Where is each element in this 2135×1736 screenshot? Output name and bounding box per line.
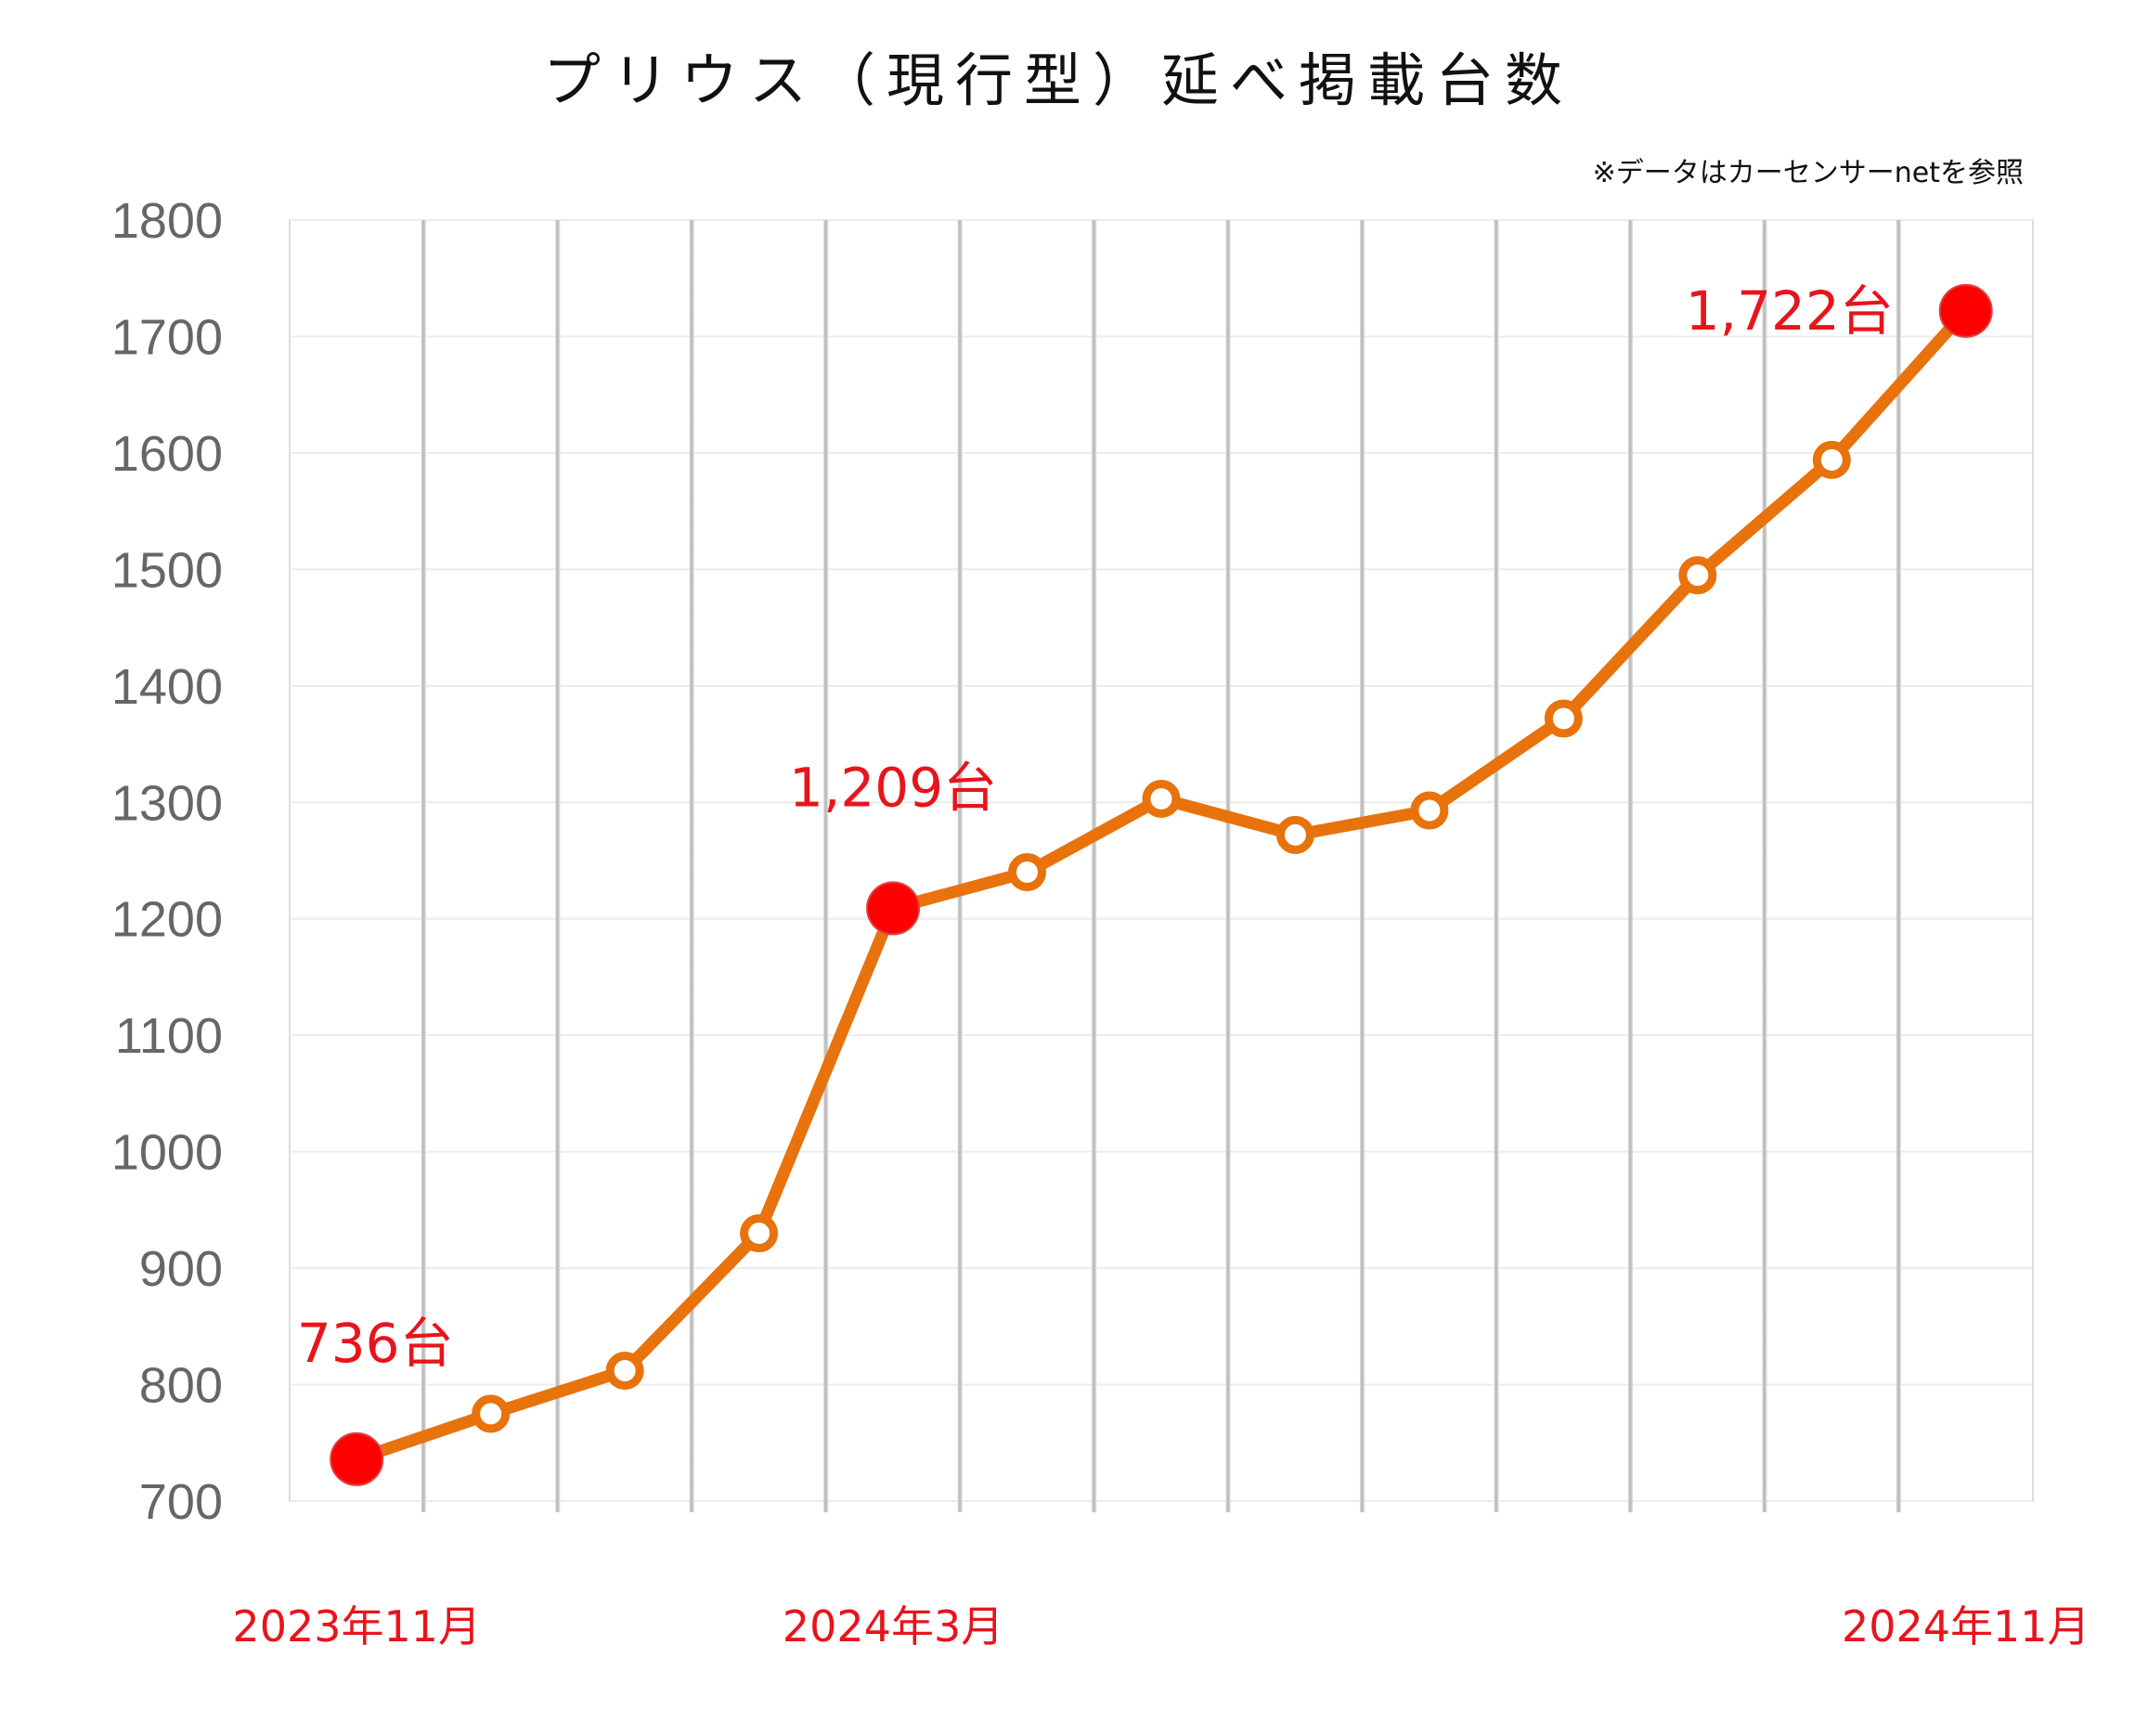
series-layer — [330, 283, 1993, 1486]
y-tick-label: 900 — [139, 1241, 223, 1297]
y-tick-label: 1300 — [111, 775, 223, 831]
y-tick-label: 1500 — [111, 542, 223, 598]
y-tick-label: 700 — [139, 1474, 223, 1530]
y-axis: 1800 1700 1600 1500 1400 1300 1200 1100 1000 900 8… — [111, 193, 223, 1530]
data-point — [1142, 780, 1181, 819]
highlight-point — [330, 1432, 384, 1486]
series-line — [350, 304, 1973, 1466]
v-gridline — [555, 220, 561, 1512]
v-gridline — [421, 220, 426, 1512]
v-gridline — [823, 220, 829, 1512]
y-tick-label: 1600 — [111, 426, 223, 482]
chart-title: プリウス（現行型）延べ掲載台数 — [543, 46, 1573, 114]
y-tick-label: 1000 — [111, 1125, 223, 1181]
data-point — [605, 1351, 644, 1390]
v-gridline — [1225, 220, 1231, 1512]
v-gridline — [1762, 220, 1767, 1512]
data-label: 1,209台 — [789, 756, 997, 819]
y-tick-label: 1700 — [111, 309, 223, 365]
v-gridline — [957, 220, 963, 1512]
highlight-point — [866, 881, 921, 936]
x-tick-label: 2023年11月 — [232, 1601, 481, 1652]
y-tick-label: 1200 — [111, 892, 223, 948]
y-tick-label: 800 — [139, 1358, 223, 1414]
data-point — [1678, 556, 1717, 595]
data-label: 1,722台 — [1686, 279, 1894, 343]
data-point — [1008, 853, 1047, 892]
data-point — [740, 1213, 779, 1252]
source-note: ※データはカーセンサーnetを参照 — [1593, 157, 2024, 189]
plot-area — [289, 219, 2034, 1512]
x-tick-label: 2024年11月 — [1842, 1601, 2090, 1652]
data-point — [1544, 699, 1583, 738]
v-gridline — [1628, 220, 1634, 1512]
v-gridline — [689, 220, 694, 1512]
data-point — [1812, 440, 1851, 479]
data-point — [1410, 791, 1449, 830]
v-gridline — [1092, 220, 1097, 1512]
data-point — [1275, 815, 1314, 854]
plot-border — [289, 219, 2034, 1502]
highlight-point — [1938, 283, 1993, 338]
data-labels: 736台 1,209台 1,722台 — [297, 279, 1894, 1375]
x-tick-label: 2024年3月 — [783, 1601, 1003, 1652]
y-tick-label: 1100 — [115, 1008, 223, 1064]
y-tick-label: 1800 — [111, 193, 223, 249]
data-point — [472, 1394, 511, 1433]
y-tick-label: 1400 — [111, 659, 223, 715]
x-axis: 2023年11月 2024年3月 2024年11月 — [232, 1601, 2090, 1652]
data-label: 736台 — [297, 1312, 454, 1375]
v-gridline — [1494, 220, 1499, 1512]
v-gridline — [1896, 220, 1902, 1512]
v-gridline — [1360, 220, 1365, 1512]
